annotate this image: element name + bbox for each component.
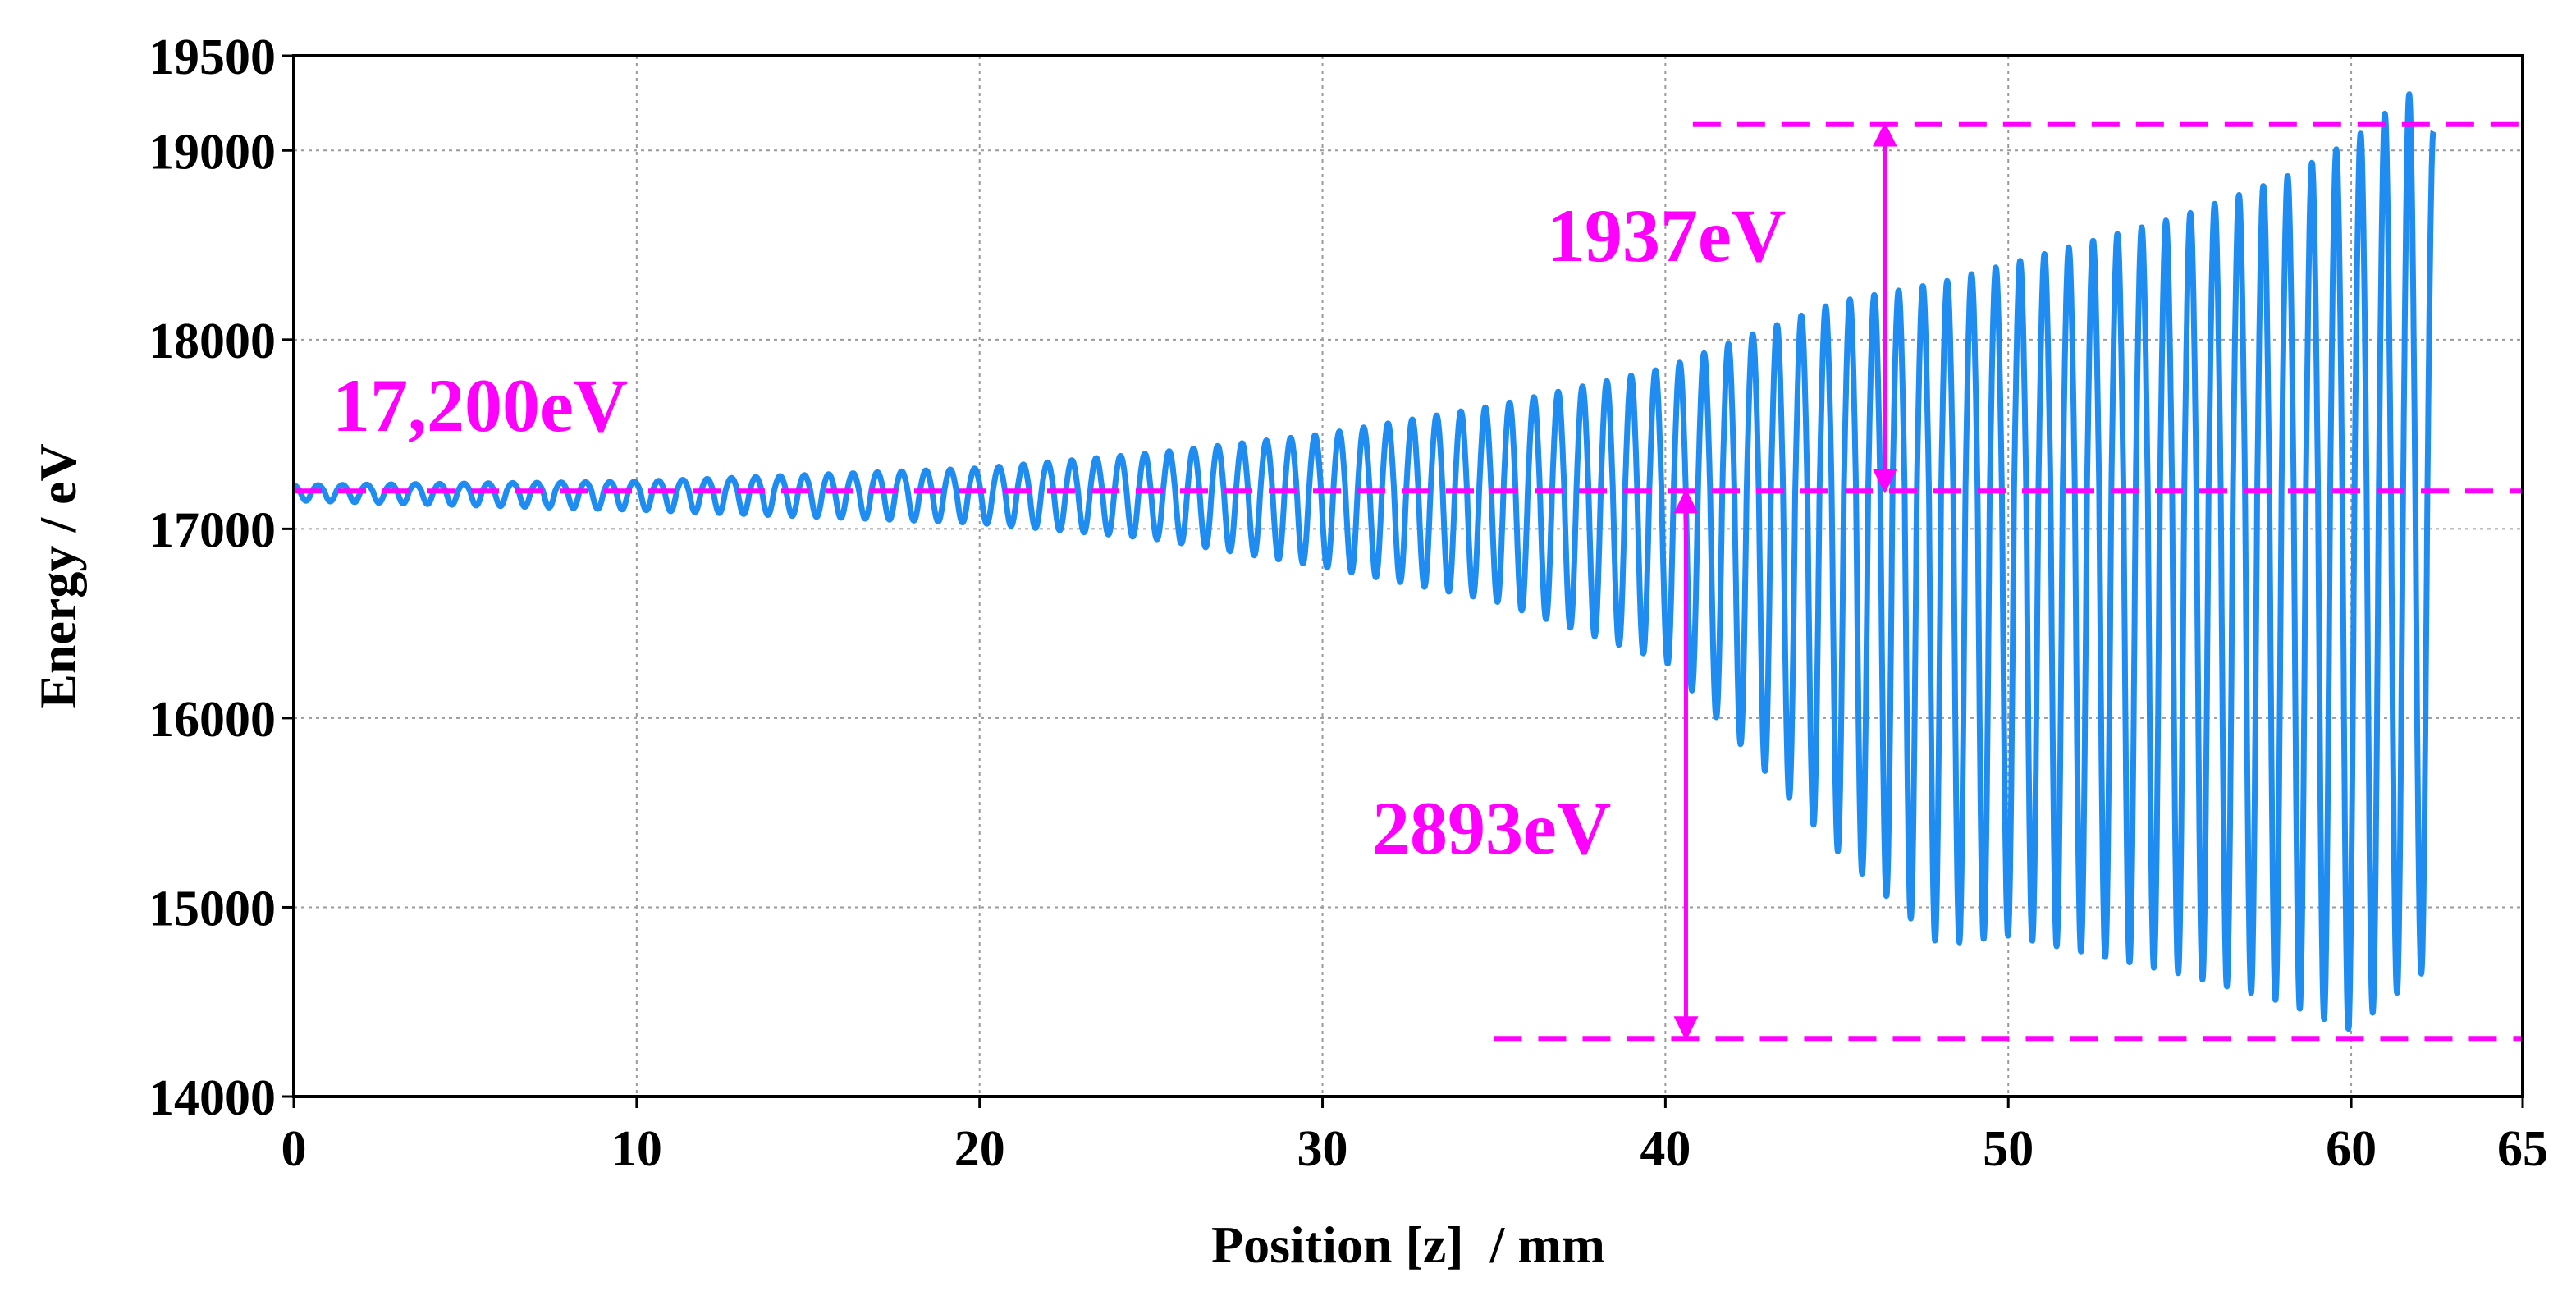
x-tick-label: 10 bbox=[611, 1121, 662, 1177]
base-energy-label: 17,200eV bbox=[332, 364, 628, 447]
annotation-arrows bbox=[1673, 121, 1897, 1042]
x-tick-label: 0 bbox=[281, 1121, 307, 1177]
x-tick-label: 20 bbox=[954, 1121, 1005, 1177]
x-tick-label: 50 bbox=[1983, 1121, 2034, 1177]
y-tick-label: 19500 bbox=[149, 30, 276, 85]
y-tick-label: 15000 bbox=[149, 881, 276, 936]
upper-span-label: 1937eV bbox=[1547, 194, 1786, 277]
x-tick-label: 65 bbox=[2497, 1121, 2548, 1177]
y-tick-label: 19000 bbox=[149, 124, 276, 180]
y-tick-label: 17000 bbox=[149, 502, 276, 558]
x-axis-title: Position [z] / mm bbox=[1211, 1216, 1605, 1274]
energy-series-line bbox=[294, 91, 2436, 1033]
y-tick-label: 14000 bbox=[149, 1070, 276, 1126]
x-axis-ticks: 0 10 20 30 40 50 60 65 bbox=[281, 1097, 2548, 1177]
reference-lines bbox=[294, 121, 2523, 1042]
x-tick-label: 60 bbox=[2326, 1121, 2377, 1177]
plot-frame bbox=[292, 54, 2524, 1098]
y-axis-title: Energy / eV bbox=[29, 443, 87, 709]
y-axis-ticks: 14000 15000 16000 17000 18000 19000 19500 bbox=[149, 30, 294, 1126]
lower-span-label: 2893eV bbox=[1372, 786, 1611, 870]
x-tick-label: 30 bbox=[1297, 1121, 1348, 1177]
x-tick-label: 40 bbox=[1640, 1121, 1691, 1177]
series-layer bbox=[294, 91, 2436, 1033]
y-tick-label: 16000 bbox=[149, 692, 276, 748]
y-tick-label: 18000 bbox=[149, 314, 276, 369]
